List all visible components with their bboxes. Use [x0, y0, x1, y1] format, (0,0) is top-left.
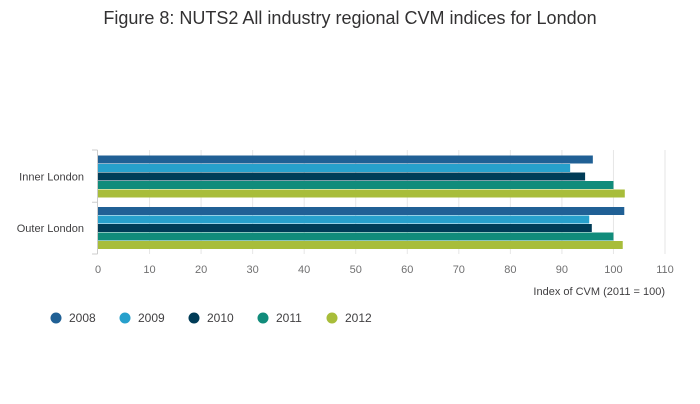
- bar-outer-london-2012[interactable]: [98, 241, 623, 249]
- legend-label: 2012: [345, 311, 372, 325]
- category-labels: Inner London Outer London: [17, 172, 84, 236]
- x-tick-label: 60: [401, 264, 413, 276]
- x-tick-label: 100: [604, 264, 622, 276]
- bar-outer-london-2008[interactable]: [98, 207, 625, 215]
- x-axis-label: Index of CVM (2011 = 100): [533, 286, 665, 298]
- x-tick-label: 40: [298, 264, 310, 276]
- bar-inner-london-2010[interactable]: [98, 172, 586, 181]
- bar-inner-london-2008[interactable]: [98, 155, 593, 164]
- bar-outer-london-2011[interactable]: [98, 232, 614, 241]
- bar-outer-london-2009[interactable]: [98, 215, 590, 224]
- bar-inner-london-2012[interactable]: [98, 189, 625, 198]
- bar-inner-london-2011[interactable]: [98, 181, 614, 189]
- legend-item-2012[interactable]: 2012: [326, 311, 373, 325]
- x-tick-label: 50: [350, 264, 362, 276]
- legend-item-2011[interactable]: 2011: [257, 311, 303, 325]
- x-tick-label: 0: [95, 264, 101, 276]
- legend-item-2009[interactable]: 2009: [119, 311, 166, 325]
- legend-item-2010[interactable]: 2010: [188, 311, 235, 325]
- legend-label: 2009: [138, 311, 165, 325]
- x-tick-label: 20: [195, 264, 207, 276]
- legend-marker-icon: [119, 312, 131, 324]
- legend-marker-icon: [257, 312, 269, 324]
- legend-label: 2010: [207, 311, 234, 325]
- legend-label: 2008: [69, 311, 96, 325]
- legend-marker-icon: [326, 312, 338, 324]
- x-tick-label: 70: [453, 264, 465, 276]
- x-tick-labels: 0 10 20 30 40 50 60 70 80 90 100 110: [95, 264, 674, 276]
- legend-label: 2011: [276, 311, 302, 325]
- chart-title: Figure 8: NUTS2 All industry regional CV…: [103, 8, 596, 28]
- legend-item-2008[interactable]: 2008: [50, 311, 97, 325]
- category-label: Inner London: [19, 172, 84, 184]
- bar-outer-london-2010[interactable]: [98, 224, 592, 232]
- x-tick-label: 30: [247, 264, 259, 276]
- x-tick-label: 80: [504, 264, 516, 276]
- axes: [92, 149, 98, 255]
- bars: [98, 155, 625, 249]
- bar-inner-london-2009[interactable]: [98, 164, 571, 172]
- legend[interactable]: 2008 2009 2010 2011 2012: [50, 311, 373, 325]
- legend-marker-icon: [188, 312, 200, 324]
- legend-marker-icon: [50, 312, 62, 324]
- x-tick-label: 10: [143, 264, 155, 276]
- x-tick-label: 110: [656, 264, 674, 276]
- category-label: Outer London: [17, 223, 84, 235]
- x-tick-label: 90: [556, 264, 568, 276]
